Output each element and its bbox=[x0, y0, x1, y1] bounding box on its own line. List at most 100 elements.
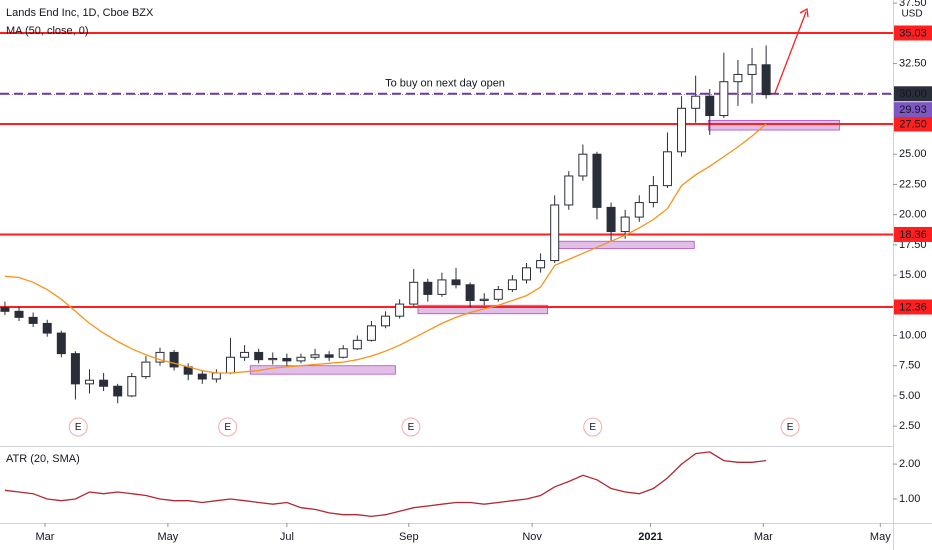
earnings-label: E bbox=[408, 422, 415, 433]
y-tick-label: 37.50 bbox=[899, 0, 927, 9]
candle-body bbox=[677, 107, 687, 153]
y-tick-label: 10.00 bbox=[899, 329, 927, 341]
candle-body bbox=[648, 185, 658, 204]
candle-body bbox=[606, 206, 616, 233]
chart-title: Lands End Inc, 1D, Cboe BZX bbox=[6, 7, 154, 19]
candle-body bbox=[366, 325, 376, 341]
atr-line bbox=[4, 451, 767, 518]
atr-tick-label: 1.00 bbox=[899, 493, 920, 505]
candle-body bbox=[240, 351, 250, 358]
candle-body bbox=[211, 372, 221, 380]
candle-body bbox=[14, 310, 24, 318]
candle-body bbox=[155, 351, 165, 363]
candle-body bbox=[507, 279, 517, 291]
candle-body bbox=[423, 281, 433, 295]
candle-body bbox=[42, 322, 52, 334]
entry-note: To buy on next day open bbox=[385, 78, 505, 90]
earnings-marker bbox=[583, 417, 603, 437]
earnings-marker bbox=[68, 417, 88, 437]
candle-body bbox=[493, 289, 503, 300]
x-tick-label: Jul bbox=[280, 531, 294, 543]
support-zone bbox=[249, 365, 396, 375]
last-price-box bbox=[894, 102, 932, 118]
earnings-label: E bbox=[75, 422, 82, 433]
arrow bbox=[774, 11, 807, 94]
candle-body bbox=[550, 204, 560, 262]
candle-body bbox=[747, 64, 757, 75]
candle-body bbox=[113, 385, 123, 397]
candle-body bbox=[733, 73, 743, 83]
x-tick-label: Mar bbox=[754, 531, 773, 543]
candle-body bbox=[521, 267, 531, 281]
candle-body bbox=[99, 379, 109, 387]
candle-body bbox=[310, 354, 320, 358]
ma-line bbox=[4, 123, 767, 374]
candle-body bbox=[409, 281, 419, 305]
candle-body bbox=[56, 332, 66, 355]
earnings-marker bbox=[401, 417, 421, 437]
candle-body bbox=[296, 356, 306, 362]
y-tick-label: 25.00 bbox=[899, 148, 927, 160]
y-tick-label: 32.50 bbox=[899, 57, 927, 69]
level-label: 35.03 bbox=[899, 27, 927, 39]
candle-body bbox=[564, 175, 574, 206]
candle-body bbox=[381, 315, 391, 327]
support-zone bbox=[554, 240, 695, 249]
arrow-head bbox=[799, 7, 809, 18]
candle-body bbox=[536, 260, 546, 269]
candle-body bbox=[225, 356, 235, 374]
candle-body bbox=[691, 95, 701, 109]
entry-label: 30.00 bbox=[899, 88, 927, 100]
level-label: 27.50 bbox=[899, 118, 927, 130]
x-tick-label: May bbox=[157, 531, 178, 543]
candle-body bbox=[592, 153, 602, 208]
last-price-label: 29.93 bbox=[899, 104, 927, 116]
candle-body bbox=[634, 202, 644, 218]
atr-tick-label: 2.00 bbox=[899, 458, 920, 470]
support-zone bbox=[707, 119, 840, 131]
candle-body bbox=[254, 351, 264, 361]
y-tick-label: 5.00 bbox=[899, 390, 920, 402]
y-tick-label: 2.50 bbox=[899, 420, 920, 432]
level-label: 12.36 bbox=[899, 301, 927, 313]
x-tick-label: 2021 bbox=[638, 531, 662, 543]
candle-body bbox=[352, 339, 362, 350]
candle-body bbox=[324, 354, 334, 358]
level-label-box bbox=[894, 25, 932, 41]
level-label-box bbox=[894, 299, 932, 315]
earnings-marker bbox=[218, 417, 238, 437]
candle-body bbox=[169, 351, 179, 368]
candle-body bbox=[70, 353, 80, 385]
y-tick-label: 7.50 bbox=[899, 360, 920, 372]
candle-body bbox=[395, 303, 405, 317]
candle-body bbox=[282, 357, 292, 362]
level-label-box bbox=[894, 116, 932, 132]
candle-body bbox=[479, 298, 489, 301]
candle-body bbox=[268, 357, 278, 361]
candle-body bbox=[705, 95, 715, 117]
earnings-marker bbox=[780, 417, 800, 437]
currency: USD bbox=[901, 9, 922, 20]
ma-legend: MA (50, close, 0) bbox=[6, 25, 89, 37]
candle-body bbox=[338, 348, 348, 358]
level-label: 18.36 bbox=[899, 229, 927, 241]
level-label-box bbox=[894, 226, 932, 242]
earnings-label: E bbox=[224, 422, 231, 433]
y-tick-label: 15.00 bbox=[899, 269, 927, 281]
candle-body bbox=[127, 376, 137, 397]
atr-legend: ATR (20, SMA) bbox=[6, 453, 80, 465]
candle-body bbox=[197, 373, 207, 380]
x-tick-label: May bbox=[870, 531, 891, 543]
candle-body bbox=[437, 279, 447, 295]
candle-body bbox=[0, 307, 10, 312]
earnings-label: E bbox=[589, 422, 596, 433]
candle-body bbox=[85, 379, 95, 385]
x-tick-label: Mar bbox=[35, 531, 54, 543]
x-tick-label: Sep bbox=[399, 531, 419, 543]
candle-body bbox=[578, 153, 588, 177]
candle-body bbox=[662, 151, 672, 187]
y-tick-label: 20.00 bbox=[899, 209, 927, 221]
